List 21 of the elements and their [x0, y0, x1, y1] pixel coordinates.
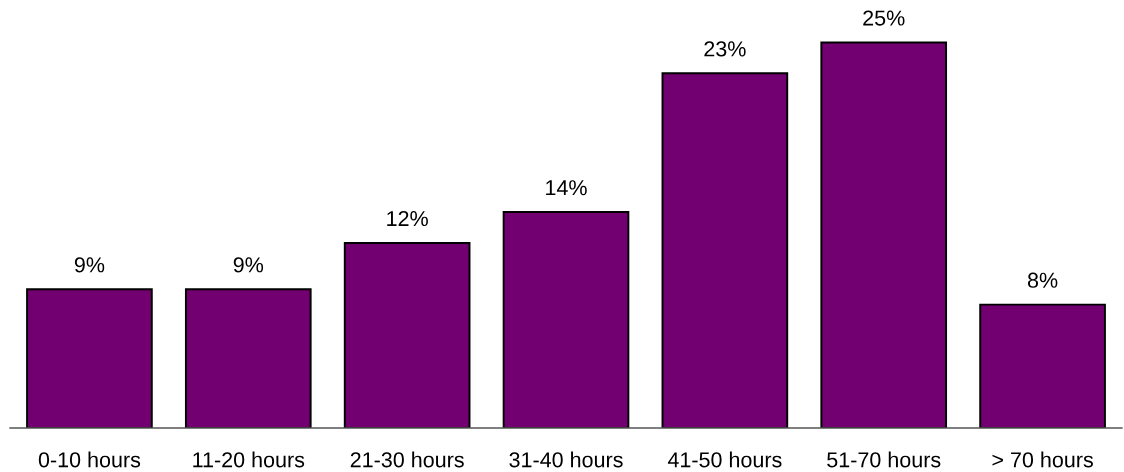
x-tick-label: 21-30 hours: [350, 451, 464, 468]
bar: [184, 288, 312, 428]
bar: [820, 41, 948, 428]
x-tick-label: 31-40 hours: [509, 451, 623, 468]
data-label: 9%: [233, 257, 264, 273]
bar: [979, 303, 1106, 428]
data-label: 23%: [704, 41, 746, 57]
data-label: 14%: [546, 180, 587, 196]
data-label: 8%: [1027, 272, 1058, 288]
bar: [343, 241, 471, 428]
x-tick-label: 11-20 hours: [193, 451, 305, 468]
data-label: 25%: [863, 10, 905, 26]
x-tick-label: 41-50 hours: [667, 451, 782, 468]
x-tick-label: 51-70 hours: [827, 451, 941, 468]
bar: [26, 288, 153, 428]
data-label: 12%: [387, 210, 428, 227]
x-tick-label: 0-10 hours: [38, 451, 141, 468]
x-tick-label: > 70 hours: [992, 451, 1093, 468]
data-label: 9%: [74, 257, 105, 273]
bar: [661, 72, 789, 428]
bar: [502, 211, 630, 428]
